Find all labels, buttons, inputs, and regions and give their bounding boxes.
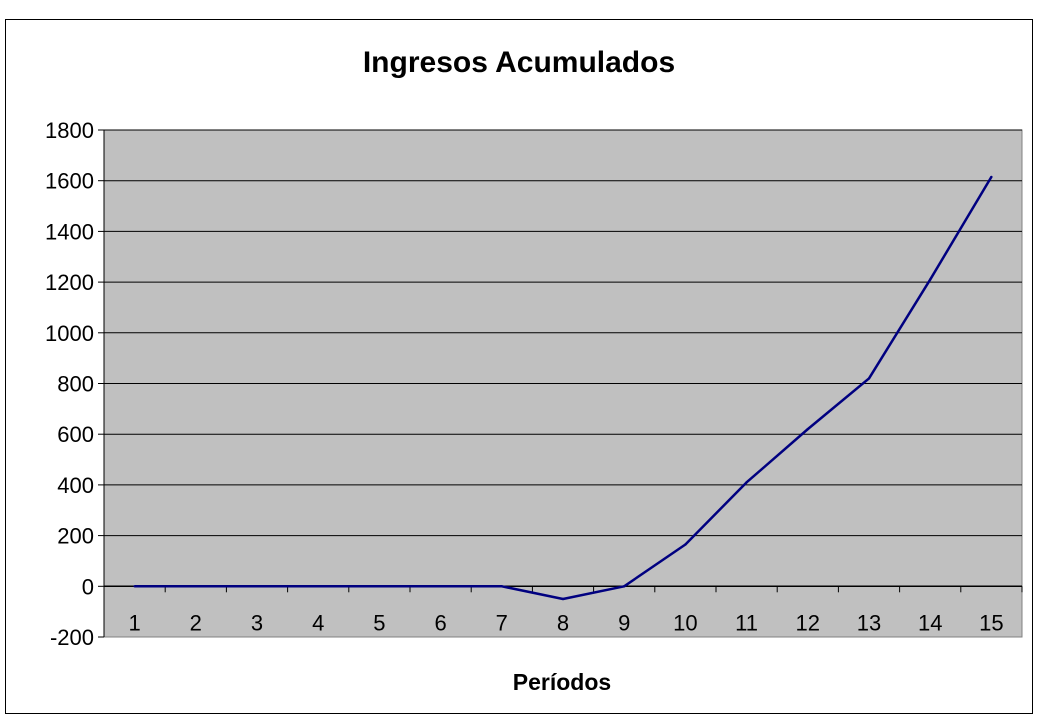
x-tick-label: 3	[251, 610, 263, 635]
data-point	[929, 278, 932, 281]
x-tick-label: 8	[557, 610, 569, 635]
x-tick-label: 1	[128, 610, 140, 635]
x-tick-label: 11	[735, 610, 758, 635]
data-point	[745, 481, 748, 484]
x-tick-label: 5	[373, 610, 385, 635]
data-point	[990, 175, 993, 179]
y-tick-label: 1000	[45, 321, 94, 346]
data-point	[867, 377, 871, 380]
x-tick-label: 4	[312, 610, 324, 635]
y-tick-label: 400	[57, 473, 94, 498]
y-tick-label: 1400	[45, 219, 94, 244]
y-tick-label: 1600	[45, 169, 94, 194]
data-point	[684, 543, 687, 546]
x-tick-label: 10	[673, 610, 697, 635]
chart-title: Ingresos Acumulados	[363, 46, 675, 79]
y-tick-label: 1200	[45, 270, 94, 295]
data-point	[623, 585, 626, 588]
x-tick-label: 14	[918, 610, 942, 635]
data-point	[561, 597, 565, 601]
data-point	[500, 585, 503, 588]
x-tick-label: 6	[434, 610, 446, 635]
x-tick-label: 12	[796, 610, 820, 635]
x-tick-label: 13	[857, 610, 881, 635]
y-tick-label: -200	[50, 625, 94, 650]
x-tick-label: 7	[496, 610, 508, 635]
x-tick-label: 15	[979, 610, 1003, 635]
x-tick-label: 2	[190, 610, 202, 635]
data-point	[806, 427, 809, 431]
series-layer	[133, 175, 993, 601]
gridlines	[104, 129, 1022, 587]
y-tick-label: 600	[57, 422, 94, 447]
y-tick-label: 800	[57, 372, 94, 397]
data-point	[378, 585, 381, 588]
x-axis-label: Períodos	[513, 669, 611, 695]
data-point	[133, 585, 136, 588]
data-point	[317, 585, 320, 588]
data-point	[194, 585, 197, 588]
data-point	[439, 585, 442, 588]
data-point	[255, 585, 259, 588]
y-tick-label: 0	[82, 574, 94, 599]
x-tick-label: 9	[618, 610, 630, 635]
y-tick-label: 1800	[45, 118, 94, 143]
y-axis: -200 0 200 400 600 800 1000 1200 1400 1600 1800	[45, 118, 105, 650]
y-tick-label: 200	[57, 524, 94, 549]
